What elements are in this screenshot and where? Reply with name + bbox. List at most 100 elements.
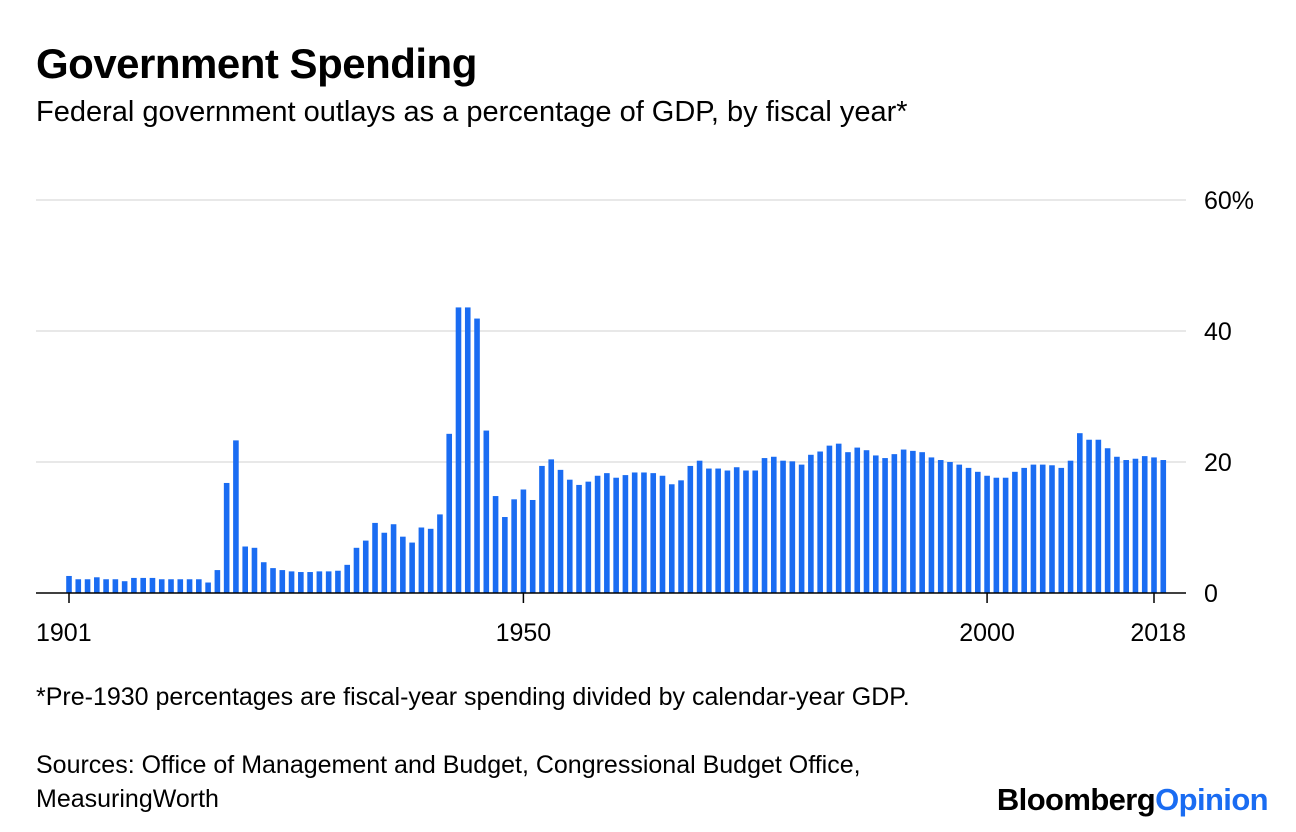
y-tick-label: 60% [1204, 187, 1254, 215]
bar-1947 [492, 496, 499, 593]
bar-2000 [984, 475, 990, 593]
bar-1967 [678, 480, 684, 593]
bar-1959 [604, 473, 610, 593]
bar-1949 [511, 499, 517, 593]
bar-1913 [177, 579, 184, 593]
bar-1923 [270, 568, 276, 593]
bar-2009 [1067, 460, 1074, 593]
bar-2019 [1160, 460, 1167, 593]
bar-1907 [121, 581, 128, 593]
bar-1925 [288, 571, 295, 593]
bar-2008 [1058, 467, 1065, 593]
bar-1922 [260, 562, 267, 593]
y-tick-label: 40 [1204, 318, 1232, 346]
x-tick-label: 2018 [1130, 619, 1186, 647]
bar-1956 [576, 484, 582, 593]
bar-1962 [631, 472, 638, 593]
bar-1973 [733, 467, 740, 593]
bar-1931 [344, 564, 351, 593]
bar-2013 [1104, 448, 1111, 593]
brand-accent: Opinion [1155, 782, 1268, 817]
bar-1980 [798, 464, 805, 593]
bar-1984 [835, 443, 842, 593]
bar-2006 [1039, 464, 1046, 593]
bar-1977 [770, 456, 777, 593]
bar-1991 [900, 449, 907, 593]
bar-1976 [761, 458, 768, 593]
bar-1944 [464, 307, 471, 593]
bar-2014 [1114, 456, 1120, 593]
bar-1989 [882, 458, 888, 593]
bar-2018 [1151, 457, 1157, 593]
chart-title: Government Spending [36, 40, 477, 87]
bar-1916 [205, 582, 211, 593]
bar-1936 [390, 524, 397, 593]
bar-1992 [910, 450, 916, 593]
footnote: *Pre-1930 percentages are fiscal-year sp… [36, 683, 910, 711]
bar-2004 [1021, 467, 1027, 593]
bar-1917 [214, 570, 221, 593]
bar-2015 [1123, 460, 1129, 593]
bar-1964 [650, 473, 657, 593]
bar-2012 [1095, 439, 1102, 593]
bar-2003 [1012, 471, 1018, 593]
bar-1946 [483, 430, 490, 593]
bar-1911 [158, 579, 165, 593]
bar-1929 [325, 571, 332, 593]
bar-2007 [1049, 465, 1055, 593]
bar-1997 [956, 464, 963, 593]
bar-1983 [826, 445, 833, 594]
bar-1994 [928, 457, 935, 593]
bar-1982 [817, 451, 823, 593]
bar-1979 [789, 461, 796, 593]
bar-1988 [872, 455, 879, 593]
bar-1902 [75, 579, 82, 593]
bar-1919 [233, 440, 239, 593]
brand-logo: BloombergOpinion [996, 782, 1269, 818]
bar-1918 [223, 482, 230, 593]
bar-1998 [965, 467, 972, 593]
bar-2011 [1086, 439, 1092, 593]
bar-1969 [696, 460, 703, 593]
bar-1912 [168, 579, 174, 593]
bar-1985 [845, 452, 851, 593]
bar-1940 [427, 528, 434, 593]
y-axis-labels: 0 20 40 60% [1204, 187, 1254, 608]
bar-1951 [529, 499, 536, 593]
bar-1943 [455, 307, 462, 593]
bar-1993 [919, 452, 925, 593]
x-tick-label: 1901 [36, 619, 92, 647]
bar-1960 [613, 477, 619, 593]
bar-1932 [353, 547, 360, 593]
bar-1952 [539, 465, 545, 593]
x-tick-label: 1950 [496, 619, 552, 647]
gridlines [36, 199, 1186, 463]
bar-1934 [372, 522, 378, 593]
bar-1933 [362, 540, 369, 593]
x-tick-label: 2000 [959, 619, 1015, 647]
bar-1937 [400, 536, 406, 593]
bar-1942 [446, 433, 453, 593]
bar-1903 [84, 579, 91, 593]
y-tick-label: 20 [1204, 449, 1232, 477]
bar-1996 [947, 462, 953, 593]
bar-1999 [975, 471, 981, 593]
bar-2017 [1141, 456, 1148, 593]
bar-1961 [622, 475, 629, 593]
bar-1927 [307, 572, 313, 593]
bar-2002 [1002, 477, 1009, 593]
bar-1948 [502, 517, 508, 593]
bar-1986 [854, 447, 861, 593]
bar-1909 [140, 577, 146, 593]
bar-1990 [891, 454, 898, 593]
bar-chart: 0 20 40 60% 1901 1950 2000 2018 [36, 187, 1254, 647]
bar-1945 [474, 318, 480, 593]
sources-note: Sources: Office of Management and Budget… [36, 751, 861, 813]
bar-1906 [112, 579, 119, 593]
bar-1995 [937, 460, 944, 593]
brand-name: Bloomberg [996, 782, 1156, 817]
bar-1938 [409, 542, 415, 593]
bar-1928 [316, 571, 323, 593]
bar-1924 [279, 570, 286, 593]
x-axis [36, 592, 1186, 603]
